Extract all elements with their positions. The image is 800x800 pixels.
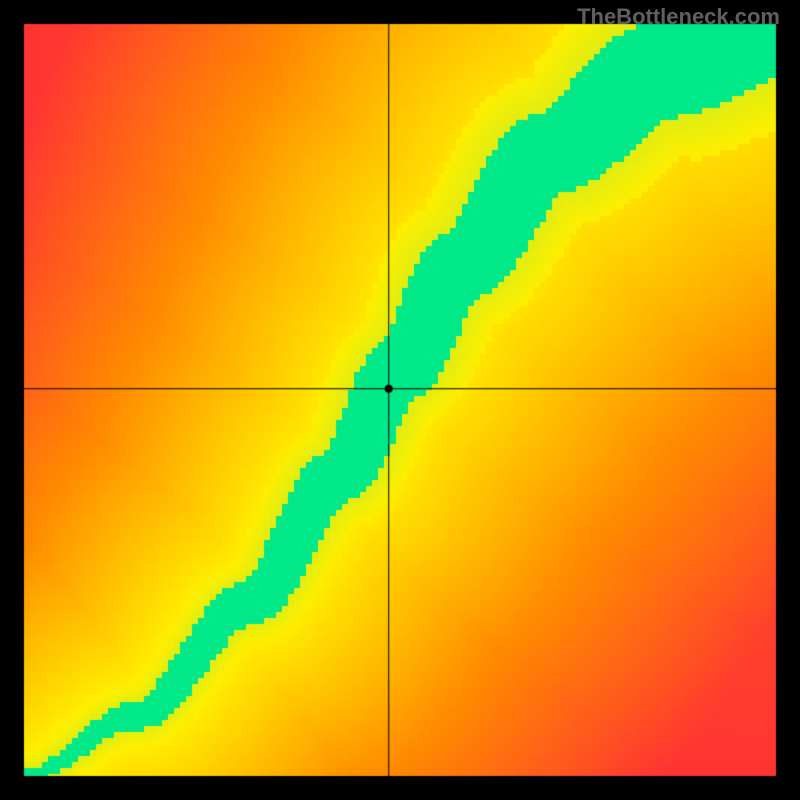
heatmap-canvas — [0, 0, 800, 800]
chart-container: TheBottleneck.com — [0, 0, 800, 800]
watermark-text: TheBottleneck.com — [577, 4, 780, 30]
